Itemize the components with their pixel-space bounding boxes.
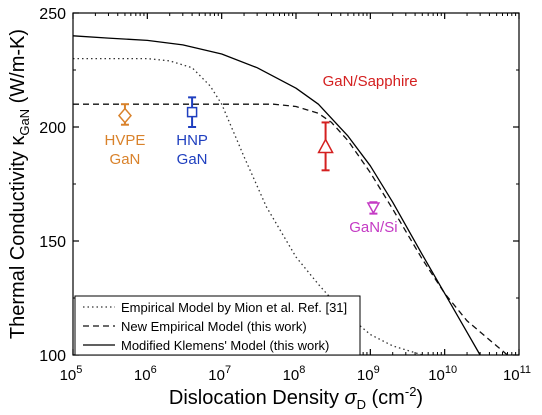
- data-label: HNP: [176, 132, 208, 149]
- y-tick-label: 250: [39, 6, 66, 23]
- legend-box: [74, 295, 361, 356]
- series-line: [73, 103, 508, 356]
- data-points: HVPE GaN HNP GaN GaN/Sapphire GaN/Si: [105, 73, 418, 236]
- data-marker: [186, 106, 198, 118]
- data-label: GaN: [177, 151, 208, 168]
- axis-ticks: 105 106 107 108 109 1010 1011 100 150 200 250: [39, 6, 531, 384]
- data-marker: [117, 107, 132, 124]
- x-axis-label: Dislocation Density σD (cm-2): [169, 384, 423, 412]
- data-label: GaN: [110, 151, 141, 168]
- y-tick-label: 200: [39, 120, 66, 137]
- data-label: GaN/Sapphire: [323, 73, 418, 90]
- x-tick-label: 109: [357, 364, 380, 384]
- x-tick-label: 107: [208, 364, 231, 384]
- legend: Empirical Model by Mion et al. Ref. [31]…: [74, 295, 361, 356]
- x-tick-label: 1010: [428, 364, 457, 384]
- y-tick-label: 100: [39, 348, 66, 365]
- x-tick-label: 108: [283, 364, 306, 384]
- plot-lines: [72, 35, 508, 356]
- data-marker: [366, 202, 381, 215]
- legend-label: Empirical Model by Mion et al. Ref. [31]: [121, 300, 347, 315]
- x-tick-label: 1011: [503, 364, 531, 384]
- series-line: [73, 57, 423, 356]
- y-tick-label: 150: [39, 234, 66, 251]
- x-tick-label: 106: [134, 364, 157, 384]
- legend-label: Modified Klemens' Model (this work): [121, 338, 329, 353]
- y-axis-label: Thermal Conductivity κGaN (W/m-K): [7, 29, 32, 339]
- series-line: [72, 35, 481, 356]
- x-tick-label: 105: [60, 364, 83, 384]
- legend-label: New Empirical Model (this work): [121, 319, 307, 334]
- data-marker: [317, 137, 334, 154]
- data-label: GaN/Si: [349, 219, 397, 236]
- data-label: HVPE: [105, 132, 146, 149]
